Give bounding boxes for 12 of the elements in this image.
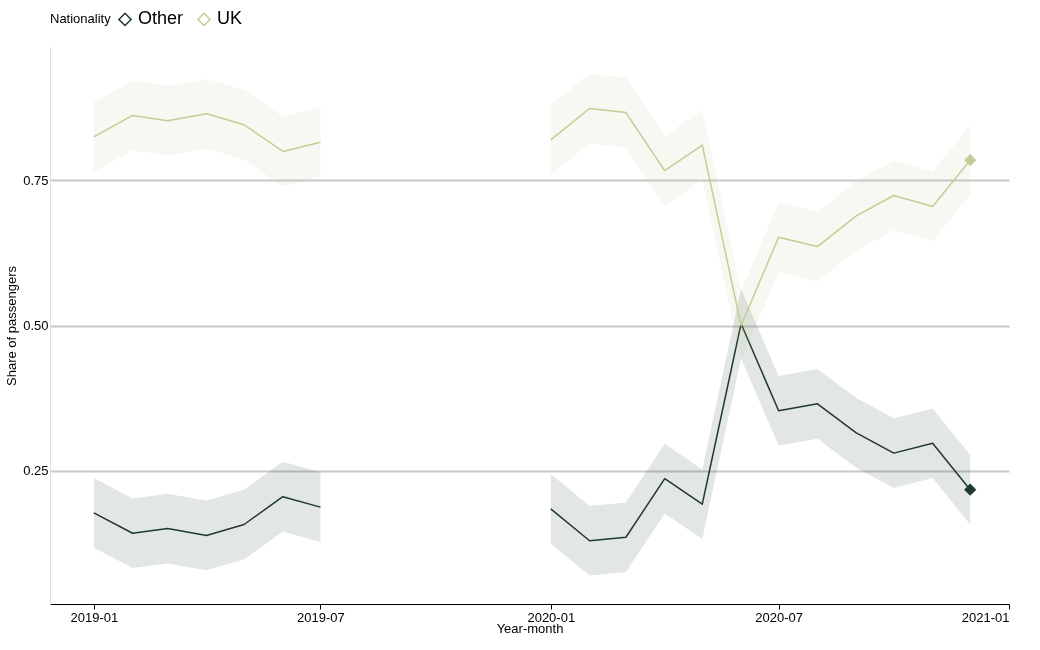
y-tick-label: 0.25 (23, 463, 49, 479)
legend-title: Nationality (50, 11, 112, 26)
x-tick-label: 2019-01 (70, 609, 119, 625)
y-axis-title: Share of passengers (4, 265, 20, 386)
legend-label: UK (217, 8, 243, 29)
legend-label: Other (138, 8, 184, 29)
y-tick-label: 0.50 (23, 318, 49, 333)
x-tick-label: 2020-01 (527, 609, 576, 625)
y-tick-label: 0.75 (23, 172, 49, 188)
x-tick-label: 2020-07 (755, 609, 803, 625)
x-tick-label: 2019-07 (297, 609, 345, 625)
x-tick-label: 2021-01 (961, 609, 1010, 625)
